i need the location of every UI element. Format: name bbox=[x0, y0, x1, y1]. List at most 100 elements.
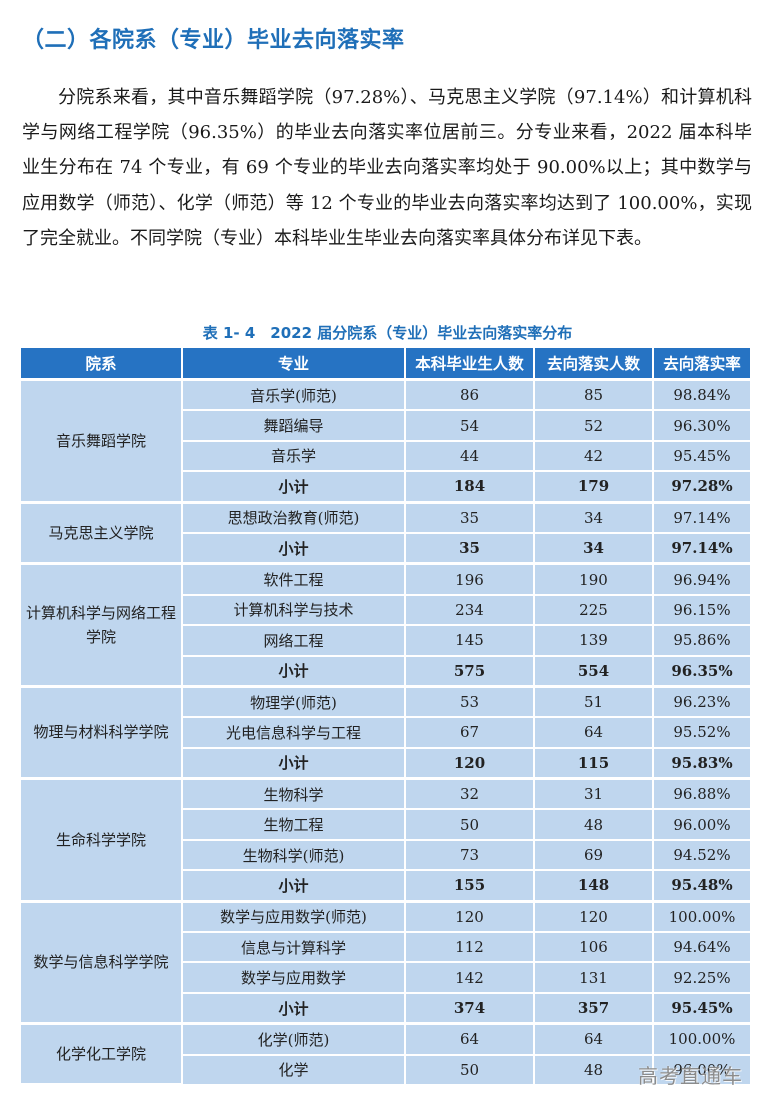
dept-cell: 物理与材料科学学院 bbox=[21, 687, 181, 781]
placed-cell: 225 bbox=[535, 595, 652, 627]
major-cell: 生物科学 bbox=[183, 780, 404, 811]
subtotal-row: 小计 374 357 95.45% bbox=[21, 993, 750, 1026]
subtotal-grads: 184 bbox=[406, 472, 533, 504]
major-cell: 生物工程 bbox=[183, 810, 404, 841]
subtotal-placed: 357 bbox=[535, 993, 652, 1026]
subtotal-label: 小计 bbox=[183, 748, 404, 781]
placed-cell: 52 bbox=[535, 411, 652, 442]
grads-cell: 234 bbox=[406, 595, 533, 627]
rate-cell: 95.86% bbox=[654, 626, 750, 657]
grads-cell: 44 bbox=[406, 441, 533, 473]
table-row: 光电信息科学与工程 67 64 95.52% bbox=[21, 718, 750, 749]
table-row: 化学 50 48 96.00% bbox=[21, 1055, 750, 1086]
grads-cell: 50 bbox=[406, 1055, 533, 1086]
major-cell: 化学(师范) bbox=[183, 1025, 404, 1056]
placed-cell: 64 bbox=[535, 718, 652, 749]
table-row: 计算机科学与网络工程学院 软件工程 196 190 96.94% bbox=[21, 565, 750, 688]
subtotal-label: 小计 bbox=[183, 993, 404, 1026]
table-header-row: 院系 专业 本科毕业生人数 去向落实人数 去向落实率 bbox=[21, 348, 750, 381]
subtotal-placed: 554 bbox=[535, 656, 652, 688]
rate-cell: 98.84% bbox=[654, 381, 750, 412]
dept-cell: 生命科学学院 bbox=[21, 780, 181, 903]
rate-cell: 94.52% bbox=[654, 840, 750, 872]
section-heading: （二）各院系（专业）毕业去向落实率 bbox=[22, 28, 405, 53]
subtotal-grads: 120 bbox=[406, 748, 533, 781]
subtotal-label: 小计 bbox=[183, 656, 404, 688]
major-cell: 光电信息科学与工程 bbox=[183, 718, 404, 749]
placed-cell: 48 bbox=[535, 810, 652, 841]
placed-cell: 106 bbox=[535, 933, 652, 964]
grads-cell: 145 bbox=[406, 626, 533, 657]
placed-cell: 85 bbox=[535, 381, 652, 412]
placed-cell: 64 bbox=[535, 1025, 652, 1056]
header-major: 专业 bbox=[183, 348, 404, 381]
dept-cell: 数学与信息科学学院 bbox=[21, 902, 181, 1026]
table-row: 数学与信息科学学院 数学与应用数学(师范) 120 120 100.00% bbox=[21, 902, 750, 1026]
subtotal-row: 小计 184 179 97.28% bbox=[21, 472, 750, 504]
subtotal-placed: 34 bbox=[535, 533, 652, 566]
major-cell: 数学与应用数学 bbox=[183, 963, 404, 994]
summary-paragraph: 分院系来看，其中音乐舞蹈学院（97.28%）、马克思主义学院（97.14%）和计… bbox=[22, 87, 752, 249]
rate-cell: 96.00% bbox=[654, 1055, 750, 1086]
rate-cell: 96.94% bbox=[654, 565, 750, 596]
placed-cell: 131 bbox=[535, 963, 652, 994]
major-cell: 信息与计算科学 bbox=[183, 933, 404, 964]
grads-cell: 67 bbox=[406, 718, 533, 749]
subtotal-grads: 155 bbox=[406, 871, 533, 903]
subtotal-placed: 148 bbox=[535, 871, 652, 903]
table-row: 音乐学 44 42 95.45% bbox=[21, 441, 750, 473]
subtotal-grads: 575 bbox=[406, 656, 533, 688]
rate-cell: 95.52% bbox=[654, 718, 750, 749]
rate-cell: 96.30% bbox=[654, 411, 750, 442]
rate-cell: 96.00% bbox=[654, 810, 750, 841]
grads-cell: 64 bbox=[406, 1025, 533, 1056]
subtotal-placed: 115 bbox=[535, 748, 652, 781]
grads-cell: 50 bbox=[406, 810, 533, 841]
grads-cell: 86 bbox=[406, 381, 533, 412]
header-rate: 去向落实率 bbox=[654, 348, 750, 381]
grads-cell: 32 bbox=[406, 780, 533, 811]
placed-cell: 120 bbox=[535, 902, 652, 934]
table-row: 信息与计算科学 112 106 94.64% bbox=[21, 933, 750, 964]
table-row: 音乐舞蹈学院 音乐学(师范) 86 85 98.84% bbox=[21, 381, 750, 504]
subtotal-rate: 95.45% bbox=[654, 993, 750, 1026]
rate-cell: 96.23% bbox=[654, 687, 750, 719]
major-cell: 音乐学(师范) bbox=[183, 381, 404, 412]
subtotal-label: 小计 bbox=[183, 533, 404, 566]
placed-cell: 190 bbox=[535, 565, 652, 596]
grads-cell: 73 bbox=[406, 840, 533, 872]
subtotal-row: 小计 120 115 95.83% bbox=[21, 748, 750, 781]
table-row: 物理与材料科学学院 物理学(师范) 53 51 96.23% bbox=[21, 687, 750, 781]
major-cell: 生物科学(师范) bbox=[183, 840, 404, 872]
watermark: 高考直通车 bbox=[638, 1064, 743, 1088]
table-row: 马克思主义学院 思想政治教育(师范) 35 34 97.14% bbox=[21, 503, 750, 566]
subtotal-rate: 96.35% bbox=[654, 656, 750, 688]
placed-cell: 139 bbox=[535, 626, 652, 657]
rate-cell: 94.64% bbox=[654, 933, 750, 964]
rate-cell: 100.00% bbox=[654, 1025, 750, 1056]
subtotal-row: 小计 155 148 95.48% bbox=[21, 871, 750, 903]
major-cell: 网络工程 bbox=[183, 626, 404, 657]
dept-cell: 计算机科学与网络工程学院 bbox=[21, 565, 181, 688]
placed-cell: 31 bbox=[535, 780, 652, 811]
rate-cell: 92.25% bbox=[654, 963, 750, 994]
rate-cell: 97.14% bbox=[654, 503, 750, 534]
grads-cell: 196 bbox=[406, 565, 533, 596]
dept-cell: 音乐舞蹈学院 bbox=[21, 381, 181, 504]
grads-cell: 112 bbox=[406, 933, 533, 964]
rate-cell: 96.88% bbox=[654, 780, 750, 811]
header-grads: 本科毕业生人数 bbox=[406, 348, 533, 381]
rate-cell: 100.00% bbox=[654, 902, 750, 934]
major-cell: 计算机科学与技术 bbox=[183, 595, 404, 627]
major-cell: 化学 bbox=[183, 1055, 404, 1086]
subtotal-rate: 97.14% bbox=[654, 533, 750, 566]
subtotal-grads: 35 bbox=[406, 533, 533, 566]
placed-cell: 69 bbox=[535, 840, 652, 872]
table-row: 网络工程 145 139 95.86% bbox=[21, 626, 750, 657]
subtotal-rate: 95.48% bbox=[654, 871, 750, 903]
subtotal-row: 小计 575 554 96.35% bbox=[21, 656, 750, 688]
subtotal-rate: 95.83% bbox=[654, 748, 750, 781]
dept-cell: 化学化工学院 bbox=[21, 1025, 181, 1086]
grads-cell: 120 bbox=[406, 902, 533, 934]
major-cell: 物理学(师范) bbox=[183, 687, 404, 719]
